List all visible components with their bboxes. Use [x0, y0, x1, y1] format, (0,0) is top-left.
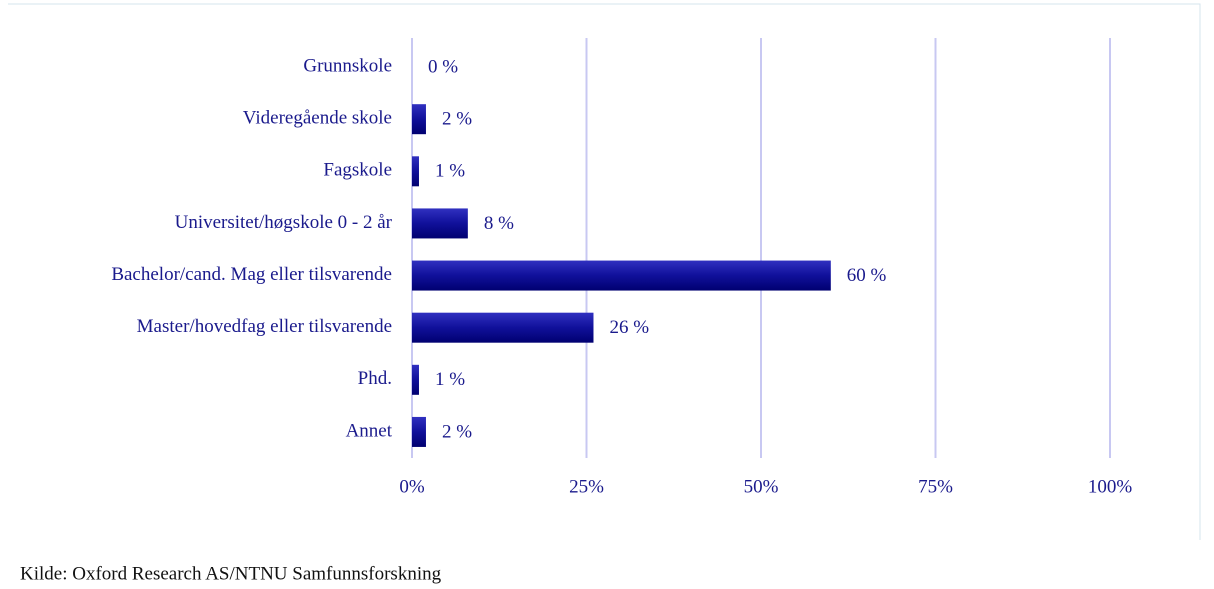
value-label: 0 % — [428, 56, 458, 77]
source: Kilde: Oxford Research AS/NTNU Samfunnsf… — [20, 563, 442, 584]
x-tick-label: 100% — [1088, 476, 1133, 497]
bar — [412, 104, 426, 135]
value-label: 26 % — [609, 317, 649, 338]
bar — [412, 156, 419, 187]
y-tick-label: Phd. — [358, 368, 392, 389]
value-label: 1 % — [435, 161, 465, 182]
value-label: 1 % — [435, 369, 465, 390]
y-tick-label: Grunnskole — [303, 55, 392, 76]
bar — [412, 364, 419, 395]
x-tick-label: 75% — [918, 476, 953, 497]
y-tick-label: Fagskole — [323, 160, 392, 181]
x-tick-label: 0% — [399, 476, 425, 497]
y-tick-label: Universitet/høgskole 0 - 2 år — [175, 212, 393, 233]
value-label: 8 % — [484, 213, 514, 234]
x-tick-label: 50% — [744, 476, 779, 497]
x-tick-label: 25% — [569, 476, 604, 497]
value-label: 2 % — [442, 109, 472, 130]
y-tick-label: Bachelor/cand. Mag eller tilsvarende — [111, 264, 392, 285]
y-tick-label: Master/hovedfag eller tilsvarende — [137, 316, 392, 337]
bar — [412, 208, 468, 239]
frame — [8, 3, 1201, 540]
y-tick-label: Videregående skole — [243, 108, 392, 129]
bar — [412, 416, 426, 447]
bar — [412, 260, 831, 291]
y-tick-label: Annet — [346, 420, 393, 441]
value-label: 60 % — [847, 265, 887, 286]
value-label: 2 % — [442, 421, 472, 442]
bar — [412, 312, 594, 343]
